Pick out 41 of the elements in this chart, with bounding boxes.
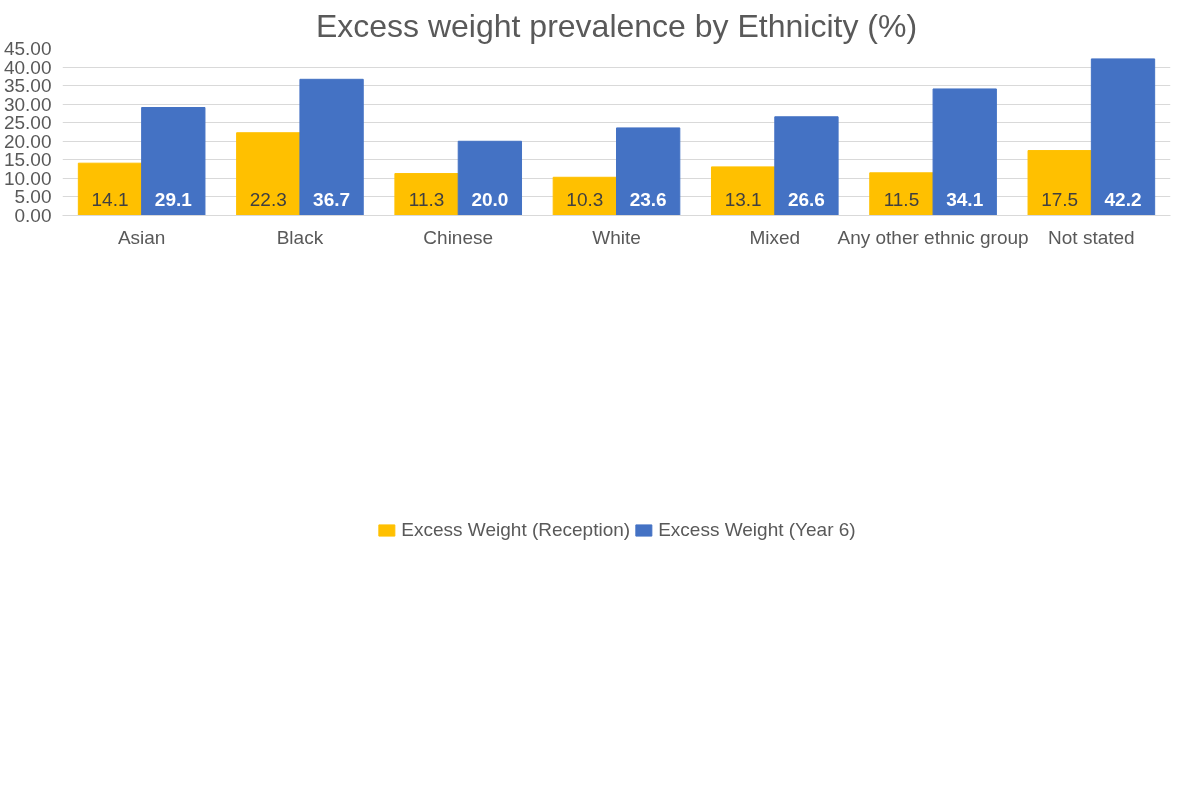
data-label: 11.3 — [408, 188, 445, 210]
bar — [77, 162, 143, 216]
x-tick-label: Any other ethnic group — [837, 226, 1029, 248]
x-tick-label: Asian — [117, 226, 166, 248]
data-label: 42.2 — [1104, 188, 1142, 210]
bar — [141, 107, 206, 216]
data-label: 14.1 — [91, 188, 129, 210]
data-label: 13.1 — [724, 188, 762, 210]
y-tick-label: 0.00 — [14, 205, 52, 226]
legend-label: Excess Weight (Year 6) — [658, 519, 856, 541]
x-tick-label: Chinese — [423, 226, 494, 248]
legend-label: Excess Weight (Reception) — [401, 519, 631, 541]
data-label: 11.5 — [883, 188, 920, 210]
bar — [236, 132, 301, 216]
data-label: 17.5 — [1041, 188, 1079, 210]
x-tick-label: White — [592, 226, 641, 248]
bar — [1027, 150, 1092, 216]
bar — [710, 166, 776, 216]
data-label: 34.1 — [946, 188, 984, 210]
data-label: 22.3 — [249, 188, 287, 210]
data-label: 26.6 — [787, 188, 825, 210]
bar — [394, 173, 459, 216]
x-tick-label: Not stated — [1048, 226, 1135, 248]
y-tick-label: 40.00 — [3, 56, 52, 78]
data-label: 29.1 — [154, 188, 193, 210]
x-tick-label: Black — [276, 226, 324, 248]
bar — [616, 127, 681, 216]
bar — [869, 172, 934, 216]
bar — [1090, 58, 1156, 216]
data-label: 23.6 — [629, 188, 667, 210]
bar — [299, 78, 364, 216]
data-label: 10.3 — [566, 188, 604, 210]
data-label: 36.7 — [313, 188, 351, 210]
y-tick-label: 5.00 — [14, 186, 52, 208]
data-label: 20.0 — [471, 188, 509, 210]
bar — [932, 88, 997, 216]
bar — [774, 116, 839, 216]
bar — [457, 140, 523, 216]
y-tick-label: 45.00 — [3, 38, 52, 59]
chart-title: Excess weight prevalence by Ethnicity (%) — [315, 7, 918, 44]
x-tick-label: Mixed — [749, 226, 801, 248]
